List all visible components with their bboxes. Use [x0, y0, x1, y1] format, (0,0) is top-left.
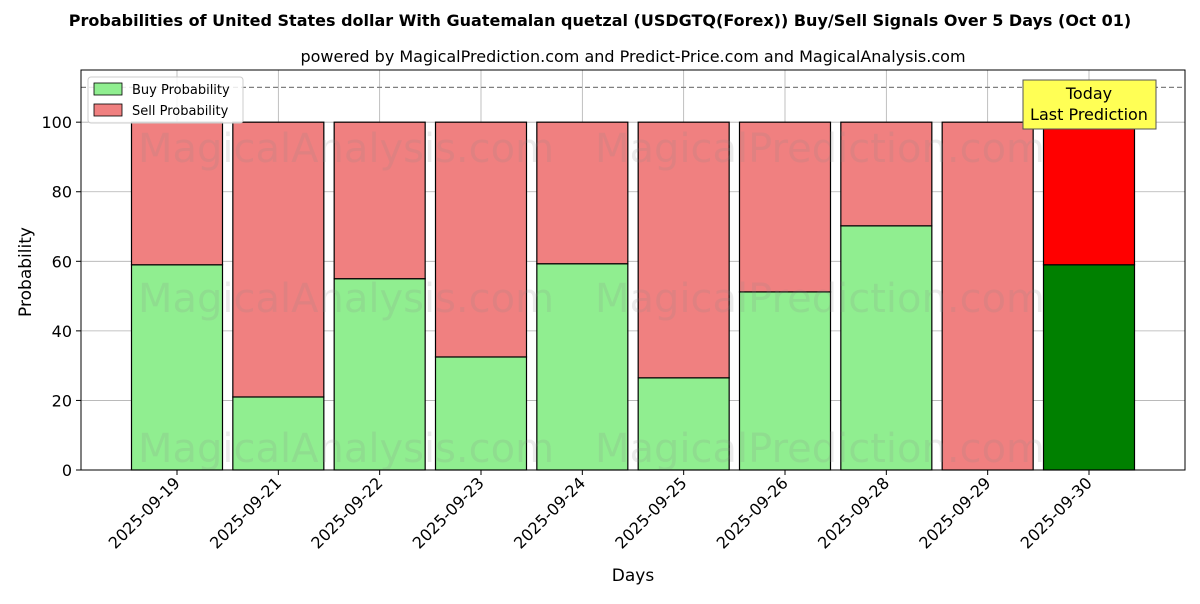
sell-bar — [333, 121, 426, 280]
y-tick-label: 80 — [52, 183, 72, 202]
x-tick-label: 2025-09-19 — [105, 473, 184, 552]
buy-bar — [130, 264, 224, 471]
legend-buy-swatch — [93, 82, 123, 96]
sell-bar — [232, 121, 325, 398]
legend-buy-label: Buy Probability — [132, 83, 230, 98]
x-tick-label: 2025-09-21 — [206, 473, 285, 552]
y-tick-label: 0 — [62, 461, 72, 480]
y-axis-label: Probability — [16, 227, 36, 317]
buy-bar — [738, 291, 832, 471]
chart-title: Probabilities of United States dollar Wi… — [69, 11, 1131, 30]
sell-bar — [941, 121, 1034, 471]
today-annotation-line2: Last Prediction — [1030, 105, 1148, 124]
watermark-analysis-3: MagicalAnalysis.com — [138, 426, 554, 472]
sell-bar — [434, 121, 528, 358]
legend-box — [87, 76, 244, 124]
sell-bar — [840, 121, 933, 227]
sell-bar — [536, 121, 629, 265]
sell-bar — [738, 121, 832, 293]
x-tick-label: 2025-09-30 — [1017, 473, 1096, 552]
chart-subtitle: powered by MagicalPrediction.com and Pre… — [300, 47, 965, 66]
today-annotation: Today Last Prediction — [1022, 79, 1157, 130]
legend-sell-label: Sell Probability — [132, 104, 229, 119]
today-annotation-box — [1022, 79, 1157, 130]
watermark-analysis-2: MagicalAnalysis.com — [138, 276, 554, 322]
x-tick-label: 2025-09-22 — [307, 473, 386, 552]
y-tick-label: 20 — [52, 391, 72, 410]
sell-bar — [130, 121, 224, 266]
plot-frame — [80, 69, 1186, 471]
watermark-analysis-1: MagicalAnalysis.com — [138, 126, 554, 172]
legend: Buy Probability Sell Probability — [87, 76, 244, 124]
legend-sell-swatch — [93, 103, 123, 117]
buy-bar — [536, 263, 629, 471]
sell-bar — [637, 121, 730, 379]
x-axis-label: Days — [612, 566, 655, 586]
x-tick-label: 2025-09-29 — [915, 473, 994, 552]
watermark-prediction-3: MagicalPrediction.com — [595, 426, 1045, 472]
watermark-layer: MagicalAnalysis.com MagicalPrediction.co… — [138, 126, 1045, 472]
y-tick-label: 100 — [41, 113, 72, 132]
buy-bar — [840, 225, 933, 471]
x-tick-label: 2025-09-28 — [814, 473, 893, 552]
x-tick-label: 2025-09-24 — [510, 473, 589, 552]
x-tick-label: 2025-09-26 — [713, 473, 792, 552]
buy-bar — [637, 377, 730, 471]
y-tick-label: 60 — [52, 252, 72, 271]
buy-bar — [1042, 264, 1136, 471]
bars-layer — [130, 121, 1136, 471]
watermark-prediction-2: MagicalPrediction.com — [595, 276, 1045, 322]
x-tick-label: 2025-09-25 — [611, 473, 690, 552]
buy-bar — [333, 278, 426, 471]
x-tick-label: 2025-09-23 — [409, 473, 488, 552]
today-annotation-line1: Today — [1065, 84, 1112, 103]
sell-bar — [1042, 121, 1136, 266]
y-tick-label: 40 — [52, 322, 72, 341]
watermark-prediction-1: MagicalPrediction.com — [595, 126, 1045, 172]
